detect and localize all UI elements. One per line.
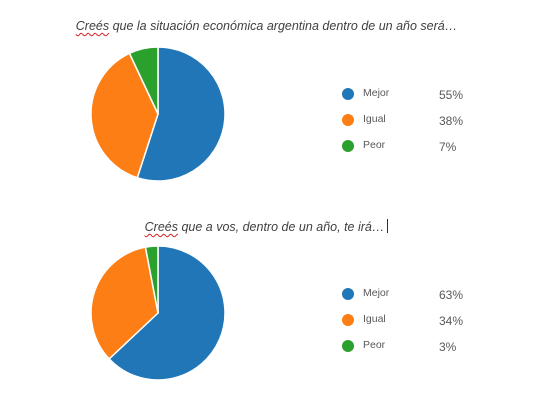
- chart-panel-economy: Creés que la situación económica argenti…: [0, 0, 533, 200]
- text-cursor: [387, 219, 389, 233]
- legend-label-igual: Igual: [363, 313, 386, 325]
- legend-value-peor: 3%: [439, 340, 457, 354]
- legend-value-mejor: 55%: [439, 88, 464, 102]
- legend-label-peor: Peor: [363, 139, 386, 151]
- legend-item-igual: Igual 38%: [342, 112, 492, 138]
- legend-item-peor: Peor 3%: [342, 338, 492, 364]
- legend-swatch-igual: [342, 314, 354, 326]
- chart-title-rest: que la situación económica argentina den…: [109, 19, 458, 33]
- legend-value-mejor: 63%: [439, 288, 464, 302]
- chart-title-rest: que a vos, dentro de un año, te irá…: [177, 220, 385, 234]
- legend-label-peor: Peor: [363, 339, 386, 351]
- chart-title-flagged-word: Creés: [144, 220, 178, 234]
- legend-item-mejor: Mejor 63%: [342, 286, 492, 312]
- legend-swatch-peor: [342, 340, 354, 352]
- pie-chart: [90, 46, 226, 182]
- pie-slice-peor: [128, 46, 159, 115]
- pie-chart: [90, 245, 226, 381]
- legend-value-igual: 34%: [439, 314, 464, 328]
- legend-value-peor: 7%: [439, 140, 457, 154]
- legend: Mejor 55% Igual 38% Peor 7%: [342, 86, 492, 164]
- pie-slice-peor: [144, 245, 159, 314]
- chart-panel-personal: Creés que a vos, dentro de un año, te ir…: [0, 200, 533, 400]
- pie-slice-igual: [90, 246, 159, 360]
- legend-label-igual: Igual: [363, 113, 386, 125]
- legend-value-igual: 38%: [439, 114, 464, 128]
- legend-swatch-mejor: [342, 88, 354, 100]
- legend-item-igual: Igual 34%: [342, 312, 492, 338]
- legend-label-mejor: Mejor: [363, 87, 390, 99]
- legend-item-peor: Peor 7%: [342, 138, 492, 164]
- pie-slice-mejor: [108, 245, 226, 381]
- legend: Mejor 63% Igual 34% Peor 3%: [342, 286, 492, 364]
- chart-title: Creés que la situación económica argenti…: [0, 19, 533, 33]
- legend-swatch-peor: [342, 140, 354, 152]
- pie-slice-mejor: [136, 46, 226, 182]
- legend-item-mejor: Mejor 55%: [342, 86, 492, 112]
- pie-slice-igual: [90, 52, 159, 179]
- legend-swatch-igual: [342, 114, 354, 126]
- chart-title-flagged-word: Creés: [75, 19, 110, 33]
- legend-swatch-mejor: [342, 288, 354, 300]
- legend-label-mejor: Mejor: [363, 287, 390, 299]
- chart-title: Creés que a vos, dentro de un año, te ir…: [0, 219, 533, 234]
